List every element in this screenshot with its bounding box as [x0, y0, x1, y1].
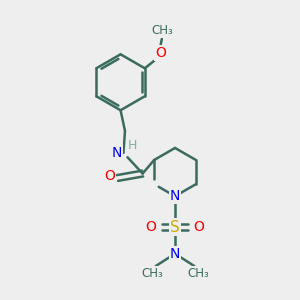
Text: CH₃: CH₃ [187, 267, 209, 280]
Text: O: O [194, 220, 205, 234]
Text: N: N [170, 247, 180, 261]
Text: CH₃: CH₃ [151, 24, 173, 38]
Text: N: N [170, 189, 180, 203]
Text: S: S [170, 220, 180, 235]
Text: O: O [104, 169, 115, 183]
Text: H: H [128, 139, 138, 152]
Text: CH₃: CH₃ [141, 267, 163, 280]
Text: O: O [155, 46, 166, 60]
Text: O: O [146, 220, 156, 234]
Text: N: N [112, 146, 122, 160]
